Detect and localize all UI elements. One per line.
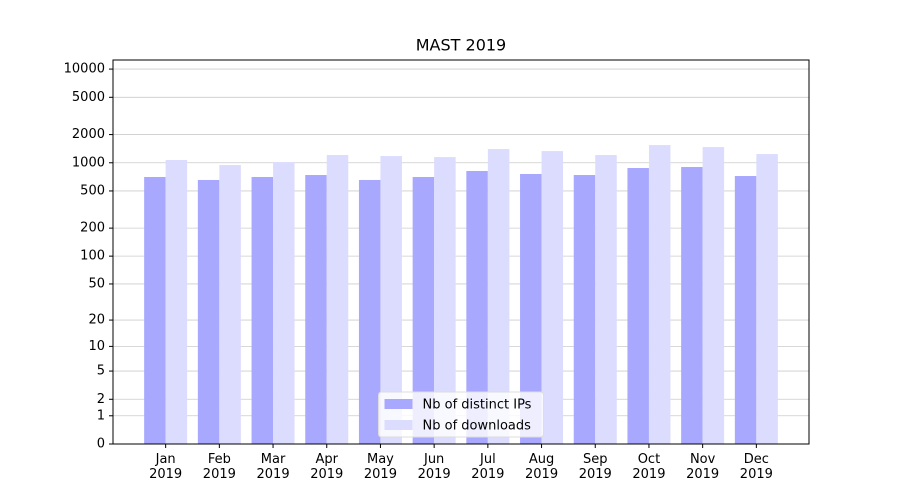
- bar: [197, 179, 220, 444]
- x-tick-label: Sep 2019: [578, 452, 612, 482]
- x-tick-label: May 2019: [363, 452, 397, 482]
- bar: [144, 176, 166, 444]
- y-tick-label: 2000: [72, 127, 105, 142]
- bar: [756, 154, 778, 444]
- x-tick-label: Jun 2019: [417, 452, 451, 482]
- legend: Nb of distinct IPs Nb of downloads: [378, 391, 544, 438]
- bar: [326, 155, 349, 444]
- y-tick-label: 5: [97, 364, 105, 379]
- legend-swatch: [384, 399, 413, 409]
- y-tick-label: 500: [80, 183, 105, 198]
- y-tick-label: 0: [97, 437, 105, 452]
- x-tick-label: Mar 2019: [256, 452, 290, 482]
- axes-frame: [112, 59, 810, 445]
- bar: [273, 162, 295, 444]
- y-tick-label: 10000: [64, 62, 105, 77]
- x-tick-label: Apr 2019: [310, 452, 344, 482]
- bar: [734, 176, 757, 445]
- y-tick-label: 5000: [72, 90, 105, 105]
- bar: [702, 147, 725, 444]
- bar: [487, 149, 510, 444]
- legend-box: [378, 391, 544, 438]
- y-tick-label: 1: [97, 408, 105, 423]
- y-tick-label: 1000: [72, 155, 105, 170]
- bar: [573, 175, 596, 444]
- y-tick-label: 10: [88, 339, 105, 354]
- x-tick-label: Aug 2019: [525, 452, 559, 482]
- y-tick-label: 100: [80, 249, 105, 264]
- bar: [380, 156, 402, 445]
- bar: [520, 173, 542, 444]
- x-tick-label: Oct 2019: [632, 452, 666, 482]
- x-tick-label: Feb 2019: [202, 452, 236, 482]
- bar: [627, 168, 649, 444]
- bar: [412, 176, 435, 444]
- x-tick-label: Jul 2019: [471, 452, 505, 482]
- chart-title: MAST 2019: [416, 36, 506, 55]
- x-tick-label: Dec 2019: [739, 452, 773, 482]
- y-tick-label: 50: [88, 276, 105, 291]
- x-tick-label: Jan 2019: [149, 452, 183, 482]
- bar: [595, 155, 617, 444]
- bar: [541, 151, 564, 444]
- y-tick-label: 2: [97, 392, 105, 407]
- bar: [648, 145, 671, 444]
- bar: [466, 170, 488, 444]
- y-tick-label: 20: [88, 313, 105, 328]
- legend-label: Nb of distinct IPs: [423, 398, 532, 413]
- legend-swatch: [384, 420, 413, 430]
- bar: [305, 175, 327, 444]
- x-tick-label: Nov 2019: [686, 452, 720, 482]
- bar: [219, 165, 241, 444]
- bar: [165, 160, 188, 444]
- bar: [251, 176, 274, 444]
- y-tick-label: 200: [80, 221, 105, 236]
- bar: [358, 179, 381, 444]
- bar: [681, 167, 703, 444]
- legend-label: Nb of downloads: [423, 419, 532, 434]
- bar: [434, 157, 456, 445]
